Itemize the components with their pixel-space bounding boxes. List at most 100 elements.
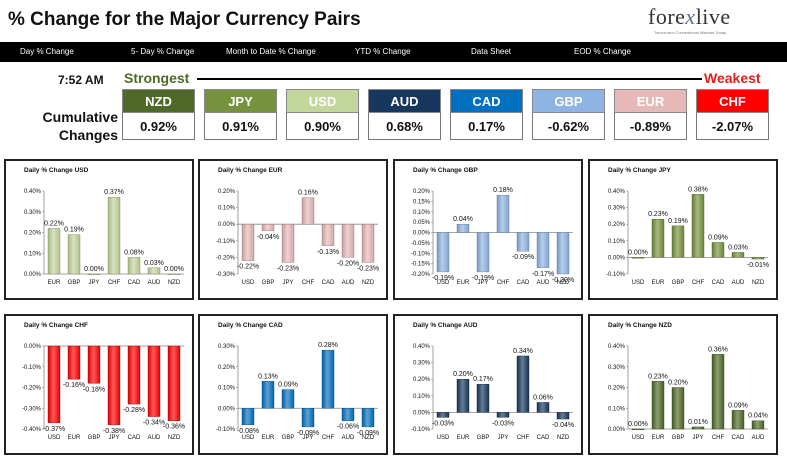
category-label: EUR bbox=[652, 280, 665, 286]
category-label: CHF bbox=[692, 280, 705, 286]
category-label: CHF bbox=[108, 280, 121, 286]
bar bbox=[691, 426, 705, 430]
bar bbox=[516, 232, 530, 252]
category-label: JPY bbox=[302, 435, 313, 441]
category-label: USD bbox=[437, 280, 450, 286]
nav-bar: Day % Change 5- Day % Change Month to Da… bbox=[0, 42, 787, 62]
y-tick-label: 0.00% bbox=[413, 410, 431, 416]
chart-panel-chf: Daily % Change CHF 0.00% -0.10% -0.20% -0.30… bbox=[4, 314, 194, 455]
bar bbox=[67, 234, 81, 275]
nav-5-day-change[interactable]: 5- Day % Change bbox=[131, 47, 195, 56]
category-label: USD bbox=[242, 435, 255, 441]
category-label: USD bbox=[632, 280, 645, 286]
data-label: 0.03% bbox=[144, 260, 164, 267]
bar bbox=[301, 197, 315, 225]
currency-cumulative-change: -0.62% bbox=[532, 113, 605, 140]
chart-title: Daily % Change JPY bbox=[608, 167, 671, 174]
y-tick-label: 0.00% bbox=[413, 231, 431, 237]
bar bbox=[107, 197, 121, 275]
forexlive-logo[interactable]: forexlive Tomorrow's Conventional Wisdom… bbox=[648, 4, 773, 40]
currency-tile-chf: CHF -2.07% bbox=[696, 89, 769, 142]
category-label: USD bbox=[242, 280, 255, 286]
currency-code: JPY bbox=[204, 89, 277, 113]
y-tick-label: 0.40% bbox=[608, 189, 626, 195]
data-label: 0.34% bbox=[513, 348, 533, 355]
y-tick-label: 0.20% bbox=[608, 386, 626, 392]
data-label: -0.19% bbox=[432, 275, 454, 282]
nav-data-sheet[interactable]: Data Sheet bbox=[471, 47, 512, 56]
bar bbox=[147, 345, 161, 417]
data-label: 0.17% bbox=[473, 376, 493, 383]
bar bbox=[496, 412, 510, 418]
category-label: NZD bbox=[557, 280, 570, 286]
currency-tile-nzd: NZD 0.92% bbox=[122, 89, 195, 142]
page-header: % Change for the Major Currency Pairs fo… bbox=[0, 0, 787, 42]
data-label: 0.09% bbox=[728, 402, 748, 409]
bar bbox=[476, 383, 490, 413]
category-label: CAD bbox=[322, 280, 335, 286]
category-label: JPY bbox=[108, 435, 119, 441]
category-label: USD bbox=[437, 435, 450, 441]
y-tick-label: -0.10% bbox=[22, 365, 42, 371]
nav-eod-change[interactable]: EOD % Change bbox=[574, 47, 631, 56]
bar bbox=[711, 354, 725, 430]
y-tick-label: -0.05% bbox=[411, 241, 431, 247]
chart-panel-gbp: Daily % Change GBP 0.20% 0.15% 0.10% 0.05% 0.… bbox=[393, 159, 583, 300]
bar bbox=[751, 257, 765, 260]
category-label: EUR bbox=[457, 435, 470, 441]
category-label: CAD bbox=[712, 280, 725, 286]
currency-cumulative-change: -0.89% bbox=[614, 113, 687, 140]
nav-month-to-date-change[interactable]: Month to Date % Change bbox=[226, 47, 316, 56]
weakest-label: Weakest bbox=[704, 70, 761, 86]
data-label: -0.09% bbox=[297, 430, 319, 437]
cumulative-label-line-2: Changes bbox=[58, 127, 118, 143]
data-label: 0.28% bbox=[318, 342, 338, 349]
data-label: 0.23% bbox=[648, 211, 668, 218]
data-label: 0.38% bbox=[688, 186, 708, 193]
logo-text-right: live bbox=[695, 4, 731, 29]
y-tick-label: 0.30% bbox=[413, 361, 431, 367]
bar bbox=[127, 345, 141, 405]
category-label: GBP bbox=[68, 280, 81, 286]
bar bbox=[691, 194, 705, 258]
data-label: 0.19% bbox=[64, 227, 84, 234]
nav-day-change[interactable]: Day % Change bbox=[20, 47, 74, 56]
currency-code: USD bbox=[286, 89, 359, 113]
currency-code: NZD bbox=[122, 89, 195, 113]
data-label: -0.23% bbox=[357, 265, 379, 272]
data-label: -0.01% bbox=[747, 262, 769, 269]
data-label: 0.03% bbox=[728, 244, 748, 251]
chart-title: Daily % Change AUD bbox=[413, 322, 478, 329]
data-label: 0.09% bbox=[278, 382, 298, 389]
bar bbox=[496, 194, 510, 233]
category-label: NZD bbox=[557, 435, 570, 441]
data-label: -0.08% bbox=[237, 428, 259, 435]
chart-title: Daily % Change EUR bbox=[218, 167, 283, 174]
cumulative-label-line-1: Cumulative bbox=[42, 109, 118, 125]
y-tick-label: 0.20% bbox=[218, 365, 236, 371]
y-tick-label: 0.30% bbox=[608, 365, 626, 371]
bar bbox=[147, 267, 161, 275]
currency-code: EUR bbox=[614, 89, 687, 113]
data-label: -0.19% bbox=[472, 275, 494, 282]
category-label: EUR bbox=[457, 280, 470, 286]
y-tick-label: -0.20% bbox=[411, 272, 431, 278]
y-tick-label: 0.00% bbox=[24, 344, 42, 350]
data-label: 0.06% bbox=[533, 394, 553, 401]
nav-ytd-change[interactable]: YTD % Change bbox=[355, 47, 411, 56]
category-label: JPY bbox=[282, 280, 293, 286]
data-label: 0.22% bbox=[44, 220, 64, 227]
category-label: GBP bbox=[477, 435, 490, 441]
data-label: -0.18% bbox=[83, 386, 105, 393]
bar bbox=[67, 345, 81, 380]
category-label: CAD bbox=[517, 280, 530, 286]
currency-tile-eur: EUR -0.89% bbox=[614, 89, 687, 142]
category-label: NZD bbox=[362, 435, 375, 441]
strength-scale-line bbox=[197, 78, 702, 80]
y-tick-label: -0.10% bbox=[411, 251, 431, 257]
currency-code: CHF bbox=[696, 89, 769, 113]
currency-cumulative-change: 0.68% bbox=[368, 113, 441, 140]
data-label: -0.28% bbox=[123, 407, 145, 414]
y-tick-label: 0.40% bbox=[24, 189, 42, 195]
y-tick-label: 0.10% bbox=[413, 394, 431, 400]
